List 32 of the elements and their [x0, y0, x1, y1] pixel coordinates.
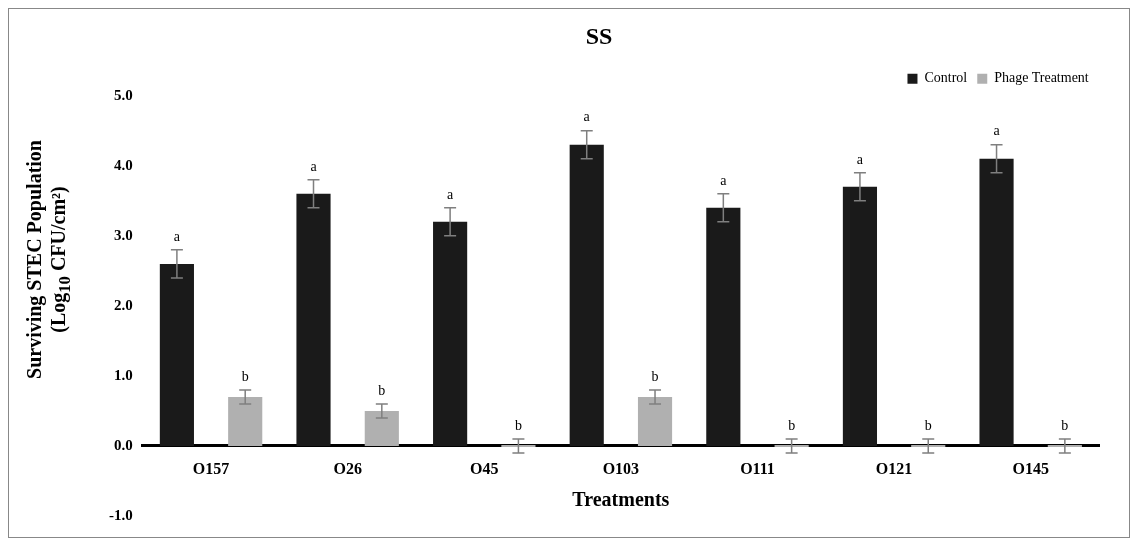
y-tick-label: 1.0 — [114, 366, 133, 383]
data-label: a — [720, 172, 728, 188]
data-label: b — [651, 368, 659, 384]
legend-label: Phage Treatment — [994, 70, 1089, 86]
x-tick-label: O103 — [602, 459, 640, 477]
x-tick-label: O111 — [740, 459, 775, 477]
data-label: b — [788, 417, 796, 433]
y-tick-label: 5.0 — [114, 86, 133, 103]
data-label: a — [993, 123, 1001, 139]
x-tick-label: O145 — [1012, 459, 1049, 477]
data-label: a — [173, 228, 181, 244]
y-tick-label: 2.0 — [114, 296, 133, 313]
data-label: a — [856, 151, 864, 167]
legend-label: Control — [924, 70, 968, 86]
data-label: b — [378, 382, 386, 398]
chart-title: SS — [585, 22, 613, 49]
x-tick-label: O26 — [333, 459, 362, 477]
data-label: b — [514, 417, 522, 433]
x-tick-label: O121 — [875, 459, 913, 477]
x-axis-title: Treatments — [572, 488, 670, 511]
data-label: b — [924, 417, 932, 433]
data-label: b — [1061, 417, 1069, 433]
x-tick-label: O45 — [470, 459, 499, 477]
data-label: b — [241, 368, 249, 384]
y-tick-label: 0.0 — [114, 436, 133, 453]
data-label: a — [310, 158, 318, 174]
y-tick-label: 4.0 — [114, 156, 133, 173]
y-tick-label: 3.0 — [114, 226, 133, 243]
data-label: a — [583, 109, 591, 125]
y-tick-label: -1.0 — [109, 506, 133, 523]
data-label: a — [447, 186, 454, 202]
x-tick-label: O157 — [192, 459, 230, 477]
